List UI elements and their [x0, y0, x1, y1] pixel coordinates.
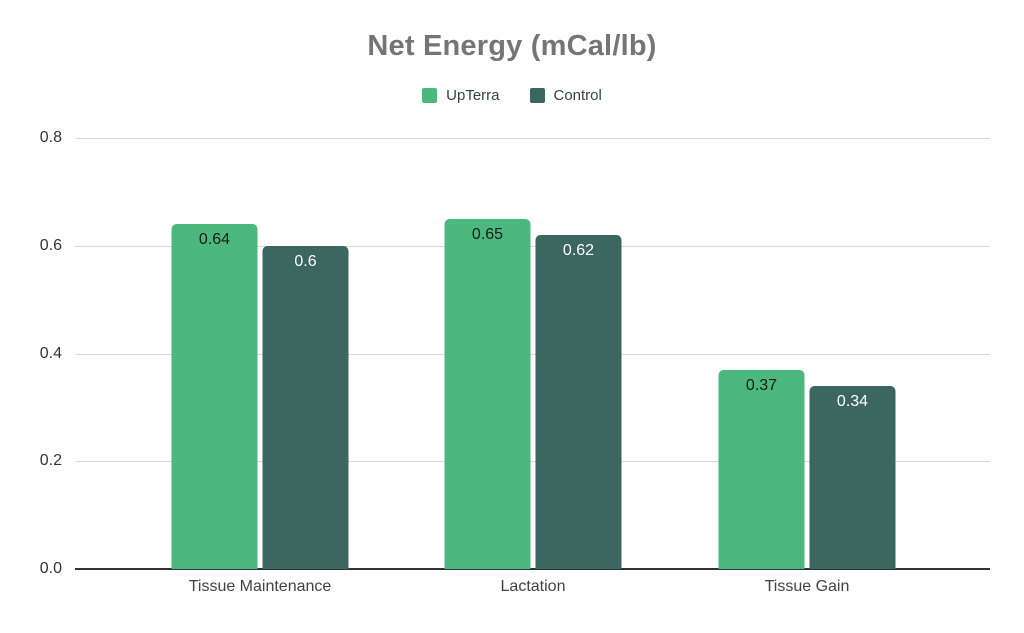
bar-upterra-lactation: 0.65: [444, 218, 531, 569]
x-tick-label: Lactation: [500, 578, 566, 595]
chart-title: Net Energy (mCal/lb): [367, 30, 657, 62]
bar-control-lactation: 0.62: [535, 234, 622, 569]
bar-value-label: 0.62: [562, 241, 595, 259]
y-tick-label: 0.0: [39, 560, 62, 577]
bar-control-tissue-maintenance: 0.6: [262, 245, 349, 569]
bar-group-lactation: 0.65 0.62: [444, 218, 622, 569]
bar-value-label: 0.6: [294, 252, 317, 270]
bar-value-label: 0.34: [836, 392, 869, 410]
legend-swatch-upterra: [422, 88, 438, 103]
y-tick-label: 0.8: [39, 129, 62, 146]
bar-value-label: 0.65: [471, 225, 504, 243]
gridline: [75, 461, 990, 463]
y-tick-label: 0.4: [39, 344, 62, 362]
bar-control-tissue-gain: 0.34: [809, 385, 896, 569]
x-tick-label: Tissue Gain: [764, 578, 850, 595]
bar-upterra-tissue-gain: 0.37: [718, 369, 805, 569]
y-tick-label: 0.2: [39, 452, 62, 470]
legend-label-upterra: UpTerra: [446, 87, 500, 104]
gridline: [75, 353, 990, 355]
bar-upterra-tissue-maintenance: 0.64: [171, 224, 258, 569]
y-tick-label: 0.6: [39, 236, 62, 254]
plot-area: 0.64 0.6 0.65 0.62 0.37 0.34: [75, 138, 990, 570]
legend-label-control: Control: [553, 87, 602, 104]
gridline: [75, 245, 990, 247]
x-axis-line: [75, 568, 990, 570]
gridline: [75, 138, 990, 139]
legend-swatch-control: [529, 88, 545, 103]
legend-item-control: Control: [529, 87, 602, 104]
bar-group-tissue-maintenance: 0.64 0.6: [171, 224, 349, 569]
bar-value-label: 0.64: [198, 231, 231, 249]
bar-value-label: 0.37: [745, 376, 778, 394]
bar-group-tissue-gain: 0.37 0.34: [718, 369, 896, 569]
legend-item-upterra: UpTerra: [422, 87, 500, 104]
chart-legend: UpTerra Control: [0, 87, 1024, 104]
x-tick-label: Tissue Maintenance: [188, 578, 332, 595]
